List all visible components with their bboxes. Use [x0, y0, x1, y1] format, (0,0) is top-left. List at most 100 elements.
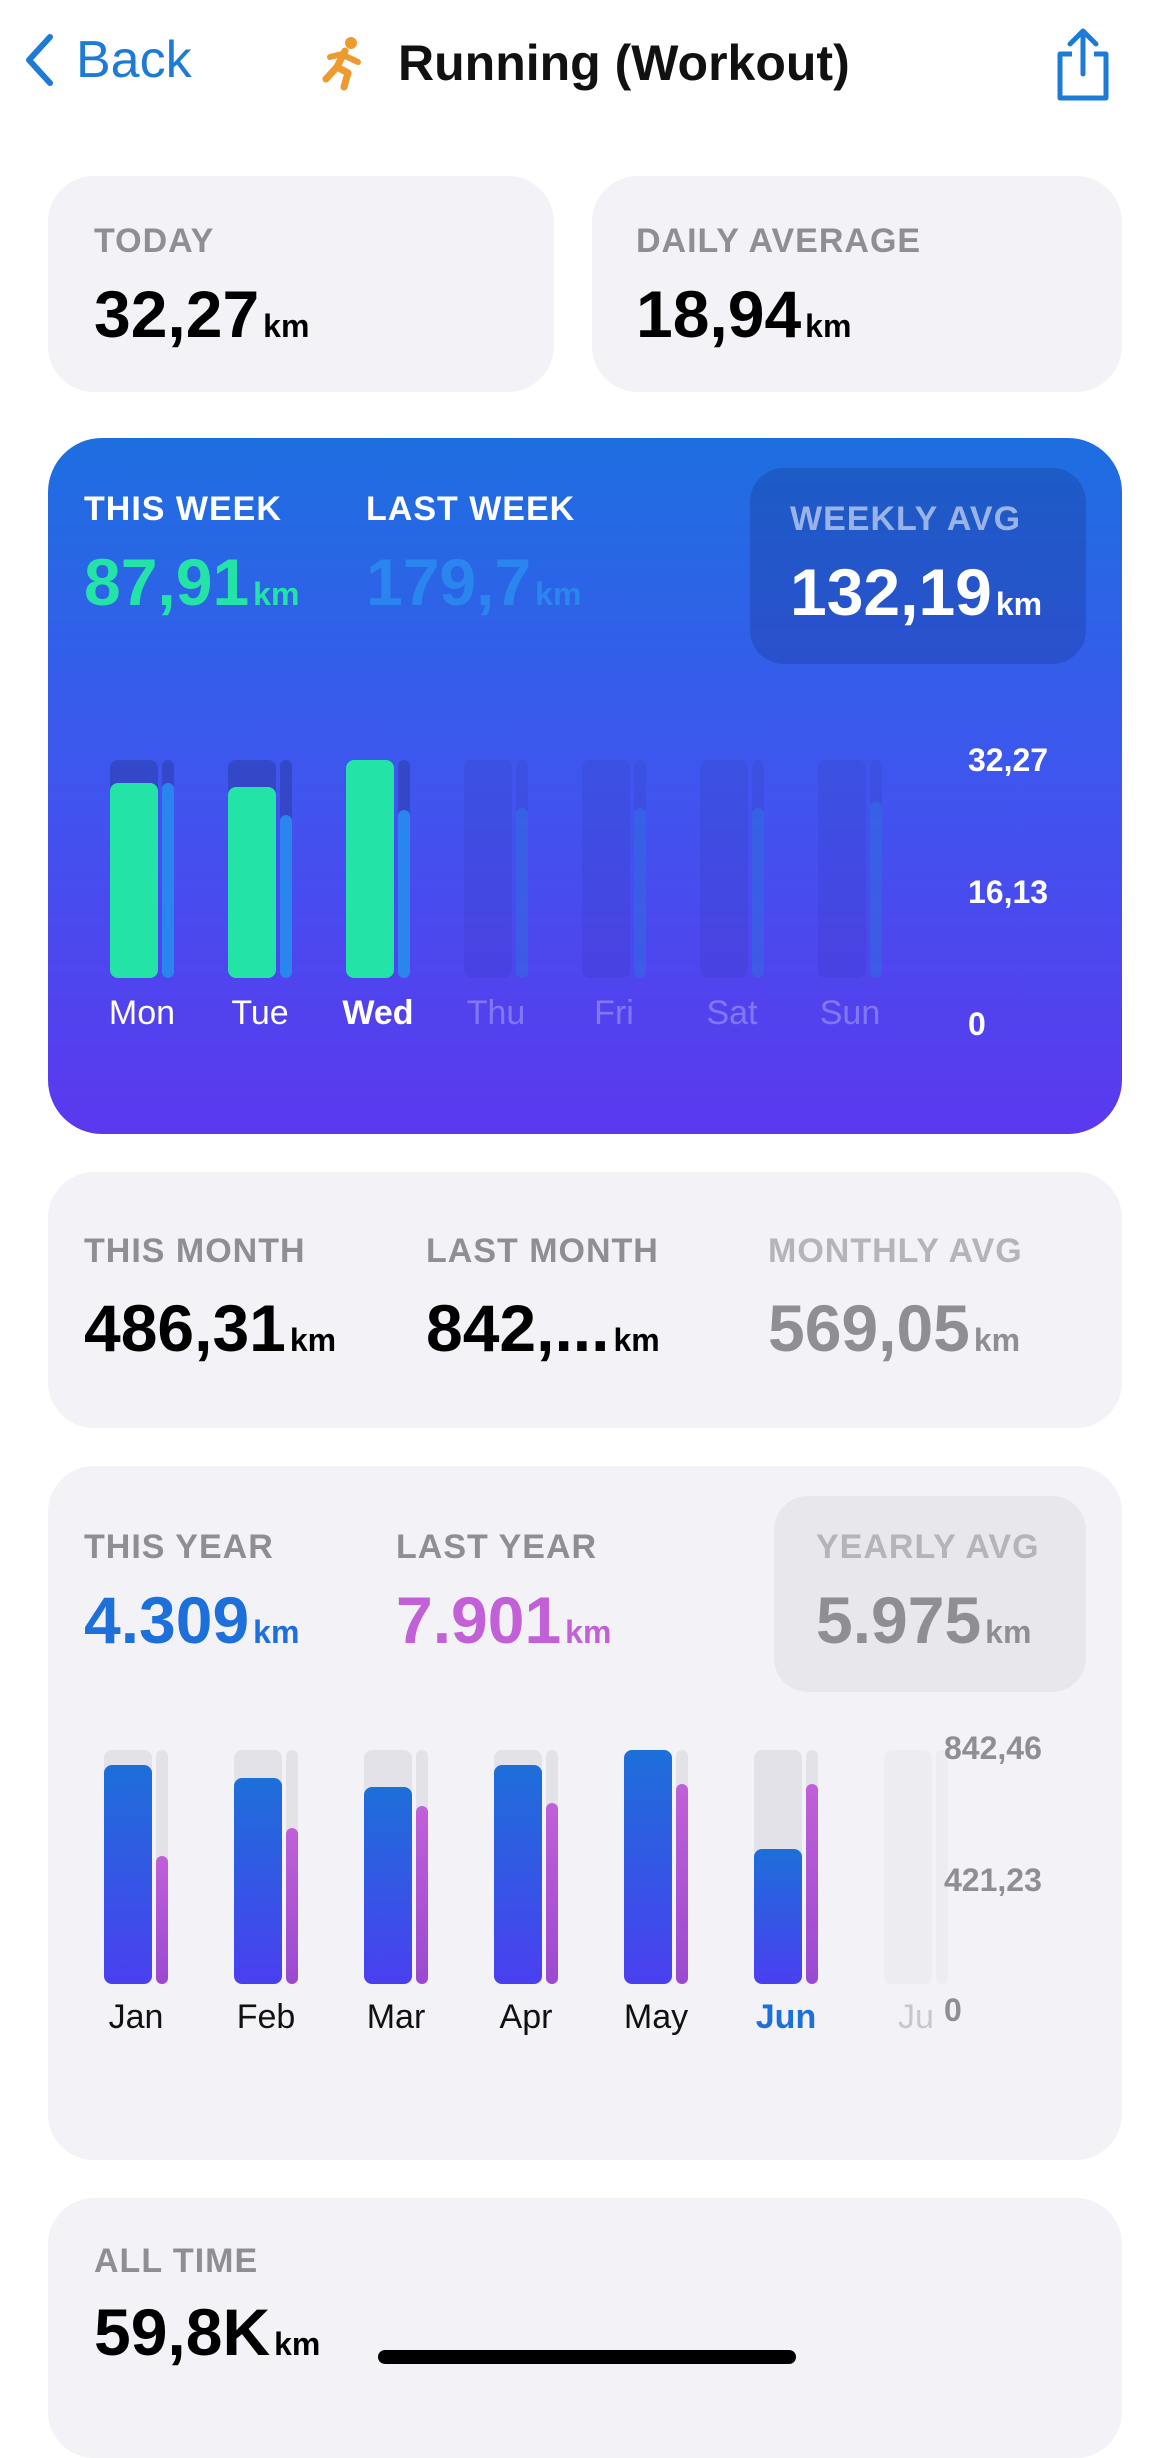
all-time-card[interactable]: ALL TIME 59,8K km	[48, 2198, 1122, 2458]
year-bar-track	[884, 1750, 932, 1984]
year-bar-last	[416, 1806, 428, 1984]
this-week-unit: km	[253, 576, 300, 612]
week-day-label: Sat	[706, 994, 758, 1032]
back-button[interactable]: Back	[24, 30, 192, 90]
last-month-number: 842,...	[426, 1291, 610, 1365]
year-bar-last	[676, 1784, 688, 1984]
weekly-average-number: 132,19	[790, 555, 992, 629]
yearly-card[interactable]: THIS YEAR 4.309 km LAST YEAR 7.901 km YEAR…	[48, 1466, 1122, 2160]
week-bar-track	[464, 760, 512, 978]
daily-average-value: 18,94 km	[636, 276, 851, 352]
week-bar-track-last	[634, 760, 646, 978]
week-bar-last	[280, 814, 292, 978]
year-bar-last	[156, 1856, 168, 1984]
week-bar-track-last	[752, 760, 764, 978]
last-month-value: 842,... km	[426, 1290, 660, 1366]
yearly-average-value: 5.975 km	[816, 1582, 1031, 1658]
this-week-label: THIS WEEK	[84, 490, 282, 528]
last-year-unit: km	[565, 1614, 612, 1650]
weekly-bar-chart: Mon Tue Wed Thu Fri Sat Sun 32,27 16,13 0	[48, 438, 1122, 1134]
week-bar-last	[752, 807, 764, 978]
this-year-unit: km	[253, 1614, 300, 1650]
daily-average-number: 18,94	[636, 277, 802, 351]
running-figure-icon	[322, 37, 361, 91]
week-day-label: Sun	[819, 994, 881, 1032]
this-year-label: THIS YEAR	[84, 1528, 274, 1566]
week-bar-last	[634, 807, 646, 978]
all-time-number: 59,8K	[94, 2295, 271, 2369]
year-month-label: Apr	[499, 1998, 553, 2036]
week-bar-this	[346, 760, 394, 978]
last-year-value: 7.901 km	[396, 1582, 611, 1658]
this-week-value: 87,91 km	[84, 544, 299, 620]
daily-average-card[interactable]: DAILY AVERAGE 18,94 km	[592, 176, 1122, 392]
year-bar-this	[104, 1765, 152, 1984]
year-bar-track-last	[936, 1750, 948, 1984]
weekly-average-label: WEEKLY AVG	[790, 500, 1022, 538]
this-month-unit: km	[289, 1322, 337, 1358]
year-y-tick: 421,23	[944, 1862, 1042, 1898]
year-bar-this	[364, 1786, 412, 1984]
week-y-tick: 16,13	[968, 874, 1049, 910]
year-bar-last	[286, 1828, 298, 1984]
back-label: Back	[76, 31, 192, 89]
yearly-average-box: YEARLY AVG 5.975 km	[774, 1496, 1086, 1692]
week-bar-this	[110, 782, 158, 978]
last-week-label: LAST WEEK	[366, 490, 576, 528]
week-day-label: Wed	[342, 994, 414, 1032]
monthly-average-value: 569,05 km	[768, 1290, 1020, 1366]
daily-average-unit: km	[805, 308, 852, 344]
all-time-value: 59,8K km	[94, 2294, 320, 2370]
last-week-unit: km	[535, 576, 582, 612]
year-month-label: Feb	[236, 1998, 296, 2036]
today-label: TODAY	[94, 222, 215, 260]
weekly-average-box: WEEKLY AVG 132,19 km	[750, 468, 1086, 664]
page-title: Running (Workout)	[318, 34, 850, 92]
year-month-label: Mar	[366, 1998, 426, 2036]
last-month-label: LAST MONTH	[426, 1232, 659, 1270]
yearly-bar-chart: Jan Feb Mar Apr May Jun Ju 842,46 421,23 0	[48, 1466, 1122, 2160]
this-year-value: 4.309 km	[84, 1582, 299, 1658]
yearly-average-label: YEARLY AVG	[816, 1528, 1040, 1566]
monthly-average-label: MONTHLY AVG	[768, 1232, 1023, 1270]
week-bar-track-last	[870, 760, 882, 978]
monthly-card[interactable]: THIS MONTH 486,31 km LAST MONTH 842,... km…	[48, 1172, 1122, 1428]
today-unit: km	[263, 308, 310, 344]
year-month-label: Ju	[898, 1998, 934, 2036]
last-week-value: 179,7 km	[366, 544, 581, 620]
home-indicator[interactable]	[378, 2350, 796, 2364]
this-month-value: 486,31 km	[84, 1290, 336, 1366]
year-bar-last	[546, 1803, 558, 1984]
daily-average-label: DAILY AVERAGE	[636, 222, 922, 260]
weekly-average-unit: km	[995, 586, 1043, 622]
year-bar-last	[806, 1784, 818, 1984]
year-month-label: Jan	[108, 1998, 164, 2036]
yearly-average-unit: km	[985, 1614, 1032, 1650]
this-month-label: THIS MONTH	[84, 1232, 306, 1270]
week-bar-this	[228, 786, 276, 978]
year-bar-this	[234, 1778, 282, 1984]
navigation-bar: Back Running (Workout)	[0, 0, 1170, 140]
this-year-number: 4.309	[84, 1583, 250, 1657]
week-bar-track-last	[516, 760, 528, 978]
year-y-tick: 842,46	[944, 1730, 1042, 1766]
monthly-average-unit: km	[973, 1322, 1021, 1358]
week-y-tick: 32,27	[968, 742, 1049, 778]
last-month-unit: km	[613, 1322, 660, 1358]
year-bar-this	[624, 1750, 672, 1984]
today-number: 32,27	[94, 277, 260, 351]
this-week-number: 87,91	[84, 545, 250, 619]
week-bar-last	[398, 809, 410, 978]
weekly-card[interactable]: THIS WEEK 87,91 km LAST WEEK 179,7 km WEEK…	[48, 438, 1122, 1134]
share-button[interactable]	[1052, 28, 1114, 109]
week-day-label: Fri	[594, 994, 634, 1032]
today-card[interactable]: TODAY 32,27 km	[48, 176, 554, 392]
monthly-average-number: 569,05	[768, 1291, 970, 1365]
this-month-number: 486,31	[84, 1291, 286, 1365]
week-day-label: Mon	[108, 994, 176, 1032]
last-year-label: LAST YEAR	[396, 1528, 598, 1566]
weekly-average-value: 132,19 km	[790, 554, 1042, 630]
week-y-tick: 0	[968, 1006, 986, 1042]
today-value: 32,27 km	[94, 276, 309, 352]
year-month-label: Jun	[755, 1998, 817, 2036]
